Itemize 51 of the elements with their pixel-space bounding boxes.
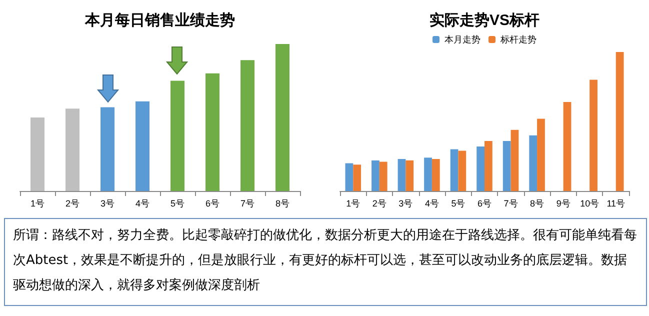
x-tick-label: 1号 bbox=[346, 198, 360, 208]
x-tick-label: 7号 bbox=[504, 198, 518, 208]
bar bbox=[502, 140, 511, 191]
bar bbox=[432, 159, 440, 191]
x-tick-label: 4号 bbox=[424, 198, 439, 208]
bar bbox=[379, 162, 388, 191]
x-tick-label: 8号 bbox=[530, 198, 544, 208]
legend-label: 本月走势 bbox=[444, 34, 480, 44]
bar bbox=[529, 135, 538, 191]
bar bbox=[563, 102, 572, 191]
x-tick-label: 8号 bbox=[275, 198, 290, 208]
bar bbox=[476, 146, 484, 191]
bar bbox=[424, 158, 432, 191]
bar bbox=[276, 44, 290, 191]
x-tick-label: 9号 bbox=[556, 198, 570, 208]
x-tick-label: 5号 bbox=[170, 198, 185, 208]
bar bbox=[353, 164, 362, 191]
bar bbox=[240, 60, 254, 191]
x-tick-label: 7号 bbox=[240, 198, 255, 208]
bar bbox=[170, 80, 184, 191]
x-tick-label: 3号 bbox=[100, 198, 115, 208]
bar bbox=[206, 73, 220, 191]
x-tick-label: 4号 bbox=[135, 198, 150, 208]
x-tick-label: 11号 bbox=[606, 198, 626, 208]
bar bbox=[616, 52, 624, 191]
bar bbox=[66, 108, 80, 191]
bar bbox=[30, 118, 44, 191]
bar bbox=[537, 118, 545, 191]
text: 所谓：路线不对，努力全费。比起零敲碎打的做优化，数据分析更大的用途在于路线选择。很有可能单纯看每次Abtest，效果是不断提升的，但是放眼行业，有更好的标杆可以选，甚至可以改动业务的底层逻辑。数据驱动想做的深入，就得多对案例做深度剖析 bbox=[4, 218, 647, 306]
x-tick-label: 2号 bbox=[65, 198, 80, 208]
bar bbox=[100, 107, 114, 191]
chart-title: 实际走势VS标杆 bbox=[429, 11, 540, 29]
bar bbox=[136, 101, 150, 191]
bar bbox=[458, 150, 466, 191]
x-tick-label: 3号 bbox=[398, 198, 413, 208]
bar bbox=[450, 149, 458, 191]
x-tick-label: 1号 bbox=[30, 198, 45, 208]
chart-title: 本月每日销售业绩走势 bbox=[84, 12, 235, 29]
bar bbox=[590, 80, 598, 191]
x-tick-label: 2号 bbox=[372, 198, 386, 208]
x-tick-label: 5号 bbox=[451, 198, 466, 208]
x-tick-label: 10号 bbox=[580, 198, 600, 208]
bar bbox=[484, 140, 492, 191]
bar bbox=[398, 159, 406, 191]
bar bbox=[406, 160, 414, 191]
x-tick-label: 6号 bbox=[205, 198, 220, 208]
bar bbox=[510, 130, 519, 191]
legend-label: 标杆走势 bbox=[500, 34, 536, 44]
bar bbox=[345, 163, 354, 191]
bar bbox=[372, 160, 380, 191]
x-tick-label: 6号 bbox=[477, 198, 492, 208]
